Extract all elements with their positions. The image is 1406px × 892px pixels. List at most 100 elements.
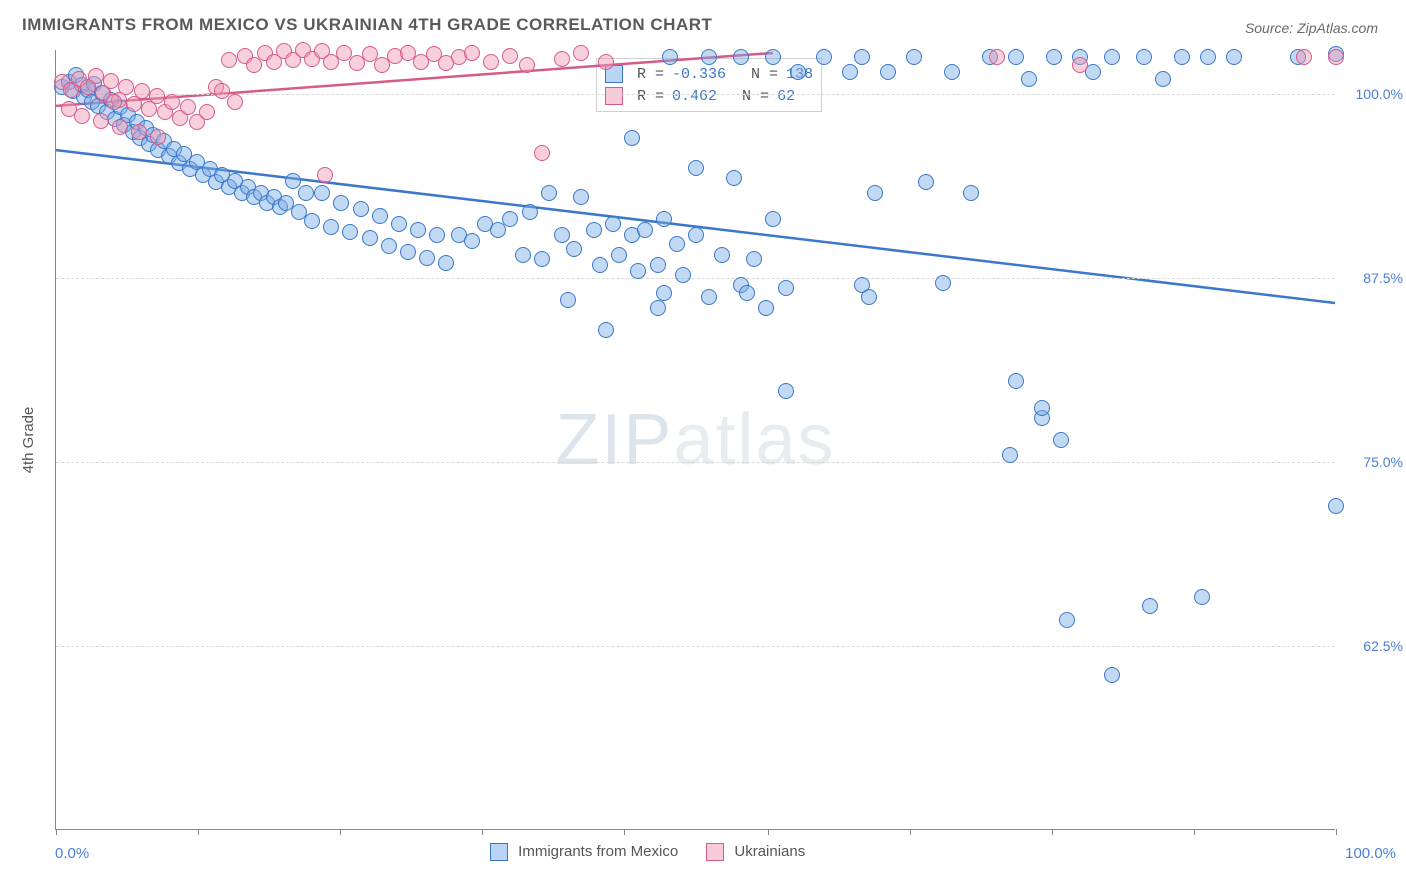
scatter-point: [131, 124, 147, 140]
scatter-point: [483, 54, 499, 70]
scatter-point: [410, 222, 426, 238]
scatter-point: [362, 230, 378, 246]
watermark-thin: atlas: [673, 400, 835, 480]
source-label: Source: ZipAtlas.com: [1245, 20, 1378, 36]
scatter-point: [1226, 49, 1242, 65]
scatter-point: [778, 383, 794, 399]
scatter-point: [419, 250, 435, 266]
scatter-point: [134, 83, 150, 99]
scatter-point: [733, 49, 749, 65]
gridline: [56, 278, 1335, 279]
scatter-point: [353, 201, 369, 217]
scatter-point: [400, 244, 416, 260]
scatter-point: [304, 213, 320, 229]
scatter-point: [502, 48, 518, 64]
y-tick-label: 87.5%: [1343, 270, 1403, 286]
y-axis-title: 4th Grade: [20, 407, 37, 474]
scatter-point: [118, 79, 134, 95]
stats-row-1: R = -0.336 N = 138: [605, 63, 813, 85]
scatter-point: [842, 64, 858, 80]
scatter-point: [1142, 598, 1158, 614]
scatter-point: [560, 292, 576, 308]
scatter-point: [944, 64, 960, 80]
scatter-point: [1059, 612, 1075, 628]
scatter-point: [285, 173, 301, 189]
x-tick: [198, 829, 199, 835]
scatter-point: [429, 227, 445, 243]
scatter-point: [739, 285, 755, 301]
scatter-point: [688, 227, 704, 243]
scatter-point: [918, 174, 934, 190]
r-label-1: R =: [637, 66, 664, 83]
scatter-point: [1008, 49, 1024, 65]
scatter-point: [391, 216, 407, 232]
scatter-point: [816, 49, 832, 65]
scatter-point: [746, 251, 762, 267]
scatter-point: [867, 185, 883, 201]
scatter-point: [1200, 49, 1216, 65]
x-tick: [340, 829, 341, 835]
scatter-point: [1002, 447, 1018, 463]
x-tick: [910, 829, 911, 835]
x-tick: [1336, 829, 1337, 835]
r-label-2: R =: [637, 88, 664, 105]
scatter-point: [227, 94, 243, 110]
scatter-point: [650, 300, 666, 316]
gridline: [56, 462, 1335, 463]
scatter-point: [106, 94, 122, 110]
scatter-point: [1008, 373, 1024, 389]
scatter-point: [989, 49, 1005, 65]
scatter-point: [906, 49, 922, 65]
scatter-point: [566, 241, 582, 257]
scatter-point: [522, 204, 538, 220]
scatter-point: [611, 247, 627, 263]
scatter-point: [554, 51, 570, 67]
scatter-point: [317, 167, 333, 183]
scatter-point: [701, 289, 717, 305]
scatter-point: [534, 251, 550, 267]
scatter-point: [637, 222, 653, 238]
n-label-2: N =: [742, 88, 769, 105]
scatter-point: [1328, 49, 1344, 65]
scatter-point: [662, 49, 678, 65]
scatter-point: [701, 49, 717, 65]
scatter-point: [323, 219, 339, 235]
scatter-point: [74, 108, 90, 124]
scatter-point: [630, 263, 646, 279]
scatter-point: [554, 227, 570, 243]
gridline: [56, 94, 1335, 95]
scatter-point: [758, 300, 774, 316]
scatter-point: [314, 185, 330, 201]
scatter-point: [464, 45, 480, 61]
scatter-point: [675, 267, 691, 283]
scatter-point: [688, 160, 704, 176]
y-tick-label: 62.5%: [1343, 638, 1403, 654]
scatter-point: [605, 216, 621, 232]
x-tick: [768, 829, 769, 835]
scatter-point: [1136, 49, 1152, 65]
scatter-point: [1296, 49, 1312, 65]
scatter-point: [963, 185, 979, 201]
legend-item-2: Ukrainians: [706, 843, 805, 861]
x-tick: [624, 829, 625, 835]
plot-area: ZIPatlas R = -0.336 N = 138 R = 0.462 N …: [55, 50, 1335, 830]
x-tick: [56, 829, 57, 835]
scatter-point: [656, 211, 672, 227]
scatter-point: [164, 94, 180, 110]
scatter-point: [515, 247, 531, 263]
scatter-point: [1194, 589, 1210, 605]
scatter-point: [586, 222, 602, 238]
legend-item-1: Immigrants from Mexico: [490, 843, 678, 861]
scatter-point: [1072, 57, 1088, 73]
scatter-point: [854, 49, 870, 65]
gridline: [56, 646, 1335, 647]
scatter-point: [935, 275, 951, 291]
x-axis-min-label: 0.0%: [55, 845, 89, 862]
scatter-point: [1053, 432, 1069, 448]
x-axis-max-label: 100.0%: [1345, 845, 1396, 862]
scatter-point: [624, 130, 640, 146]
scatter-point: [464, 233, 480, 249]
scatter-point: [880, 64, 896, 80]
scatter-point: [1104, 49, 1120, 65]
r-value-2: 0.462: [672, 88, 717, 105]
